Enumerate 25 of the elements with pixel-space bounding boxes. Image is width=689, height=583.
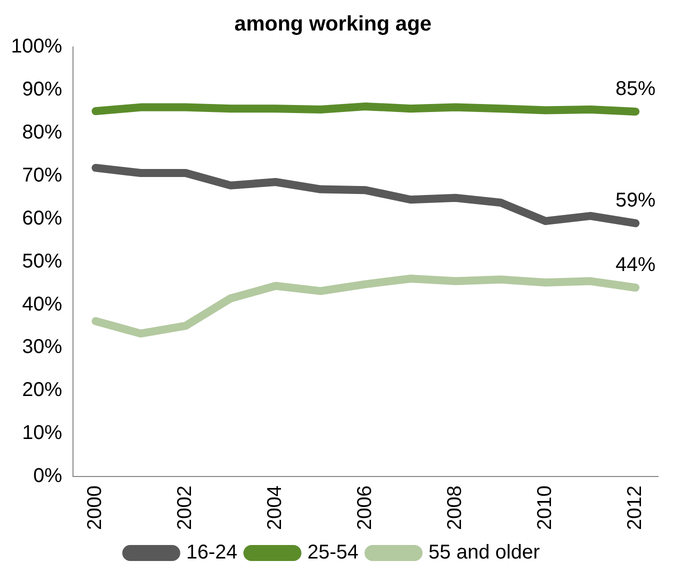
y-tick-label: 70% [22,164,62,187]
x-tick-label: 2000 [84,486,106,530]
y-tick-label: 100% [10,36,62,58]
x-tick-label: 2012 [624,486,646,530]
x-tick-label: 2002 [174,486,196,530]
chart-title: among working age [234,12,432,36]
y-tick-label: 0% [33,465,62,488]
y-tick-label: 60% [22,207,62,230]
y-tick-label: 40% [22,293,62,316]
annotation: 85% [615,78,656,100]
y-tick-label: 80% [22,122,62,144]
x-tick-label: 2008 [444,486,466,530]
legend-label: 16-24 [186,542,238,564]
y-tick-label: 90% [22,78,62,101]
annotation: 44% [615,254,656,276]
y-tick-label: 50% [22,250,62,272]
annotation: 59% [615,190,656,212]
x-tick-label: 2010 [534,486,556,530]
y-tick-label: 20% [22,379,62,402]
y-tick-label: 30% [22,336,62,358]
x-tick-label: 2004 [264,486,286,530]
legend-label: 25-54 [307,542,359,564]
x-tick-label: 2006 [354,486,376,530]
y-tick-label: 10% [22,422,62,444]
legend-label: 55 and older [428,542,540,564]
